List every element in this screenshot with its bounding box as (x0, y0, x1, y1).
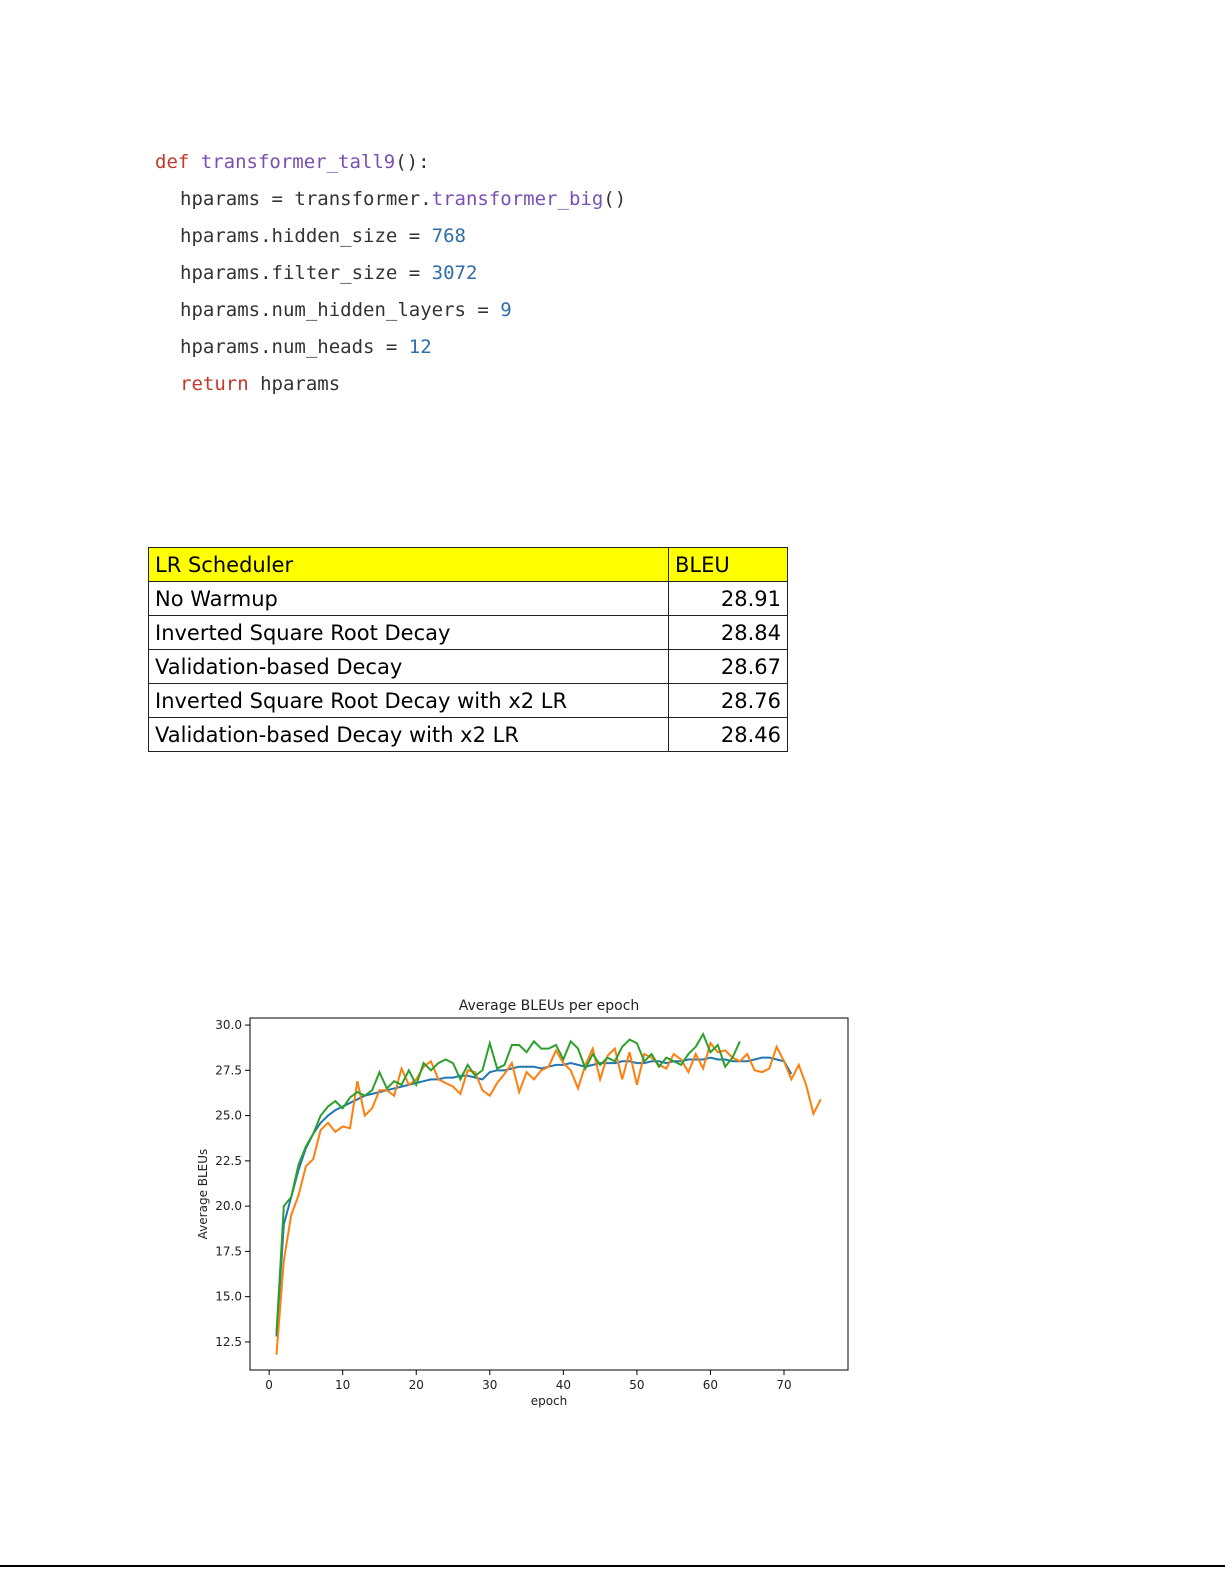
series-line (275, 1031, 741, 1333)
table-cell: No Warmup (148, 581, 669, 616)
code-token: 768 (431, 225, 466, 247)
code-token: () (603, 188, 627, 210)
page-rule (0, 1565, 1225, 1567)
y-tick-label: 25.0 (215, 1109, 242, 1123)
chart-title: Average BLEUs per epoch (459, 998, 640, 1014)
code-token: return (180, 373, 261, 395)
table-row: Validation-based Decay with x2 LR 28.46 (148, 717, 788, 752)
x-tick-label: 40 (556, 1378, 571, 1392)
code-token: 3072 (431, 262, 478, 284)
x-tick-label: 60 (703, 1378, 718, 1392)
y-tick-label: 27.5 (215, 1063, 242, 1077)
table-row: Validation-based Decay 28.67 (148, 649, 788, 684)
x-tick-label: 10 (335, 1378, 350, 1392)
x-tick-label: 50 (629, 1378, 644, 1392)
table-row: Inverted Square Root Decay with x2 LR 28.… (148, 683, 788, 718)
code-line: hparams.num_heads = 12 (155, 331, 626, 368)
code-line: def transformer_tall9(): (155, 146, 626, 183)
code-line: return hparams (155, 368, 626, 405)
y-tick-label: 20.0 (215, 1199, 242, 1213)
code-token: hparams.filter_size = (180, 262, 432, 284)
code-token: transformer_tall9 (200, 151, 396, 173)
y-tick-label: 30.0 (215, 1018, 242, 1032)
code-token: hparams = transformer. (180, 188, 432, 210)
series-line (275, 1041, 822, 1355)
table-cell: 28.76 (668, 683, 788, 718)
code-token: hparams (260, 373, 341, 395)
x-tick-label: 20 (409, 1378, 424, 1392)
y-tick-label: 12.5 (215, 1335, 242, 1349)
y-tick-label: 15.0 (215, 1290, 242, 1304)
table-row: No Warmup 28.91 (148, 581, 788, 616)
code-token: transformer_big (431, 188, 604, 210)
y-axis-label: Average BLEUs (196, 1149, 210, 1240)
header-cell: LR Scheduler (148, 547, 669, 582)
code-token: (): (395, 151, 430, 173)
results-table: LR Scheduler BLEU No Warmup 28.91 Inverted S… (148, 547, 788, 752)
header-cell: BLEU (668, 547, 788, 582)
code-line: hparams.hidden_size = 768 (155, 220, 626, 257)
code-line: hparams = transformer.transformer_big() (155, 183, 626, 220)
table-cell: Validation-based Decay (148, 649, 669, 684)
code-token: hparams.hidden_size = (180, 225, 432, 247)
x-tick-label: 70 (776, 1378, 791, 1392)
table-cell: 28.46 (668, 717, 788, 752)
code-block: def transformer_tall9(): hparams = transf… (155, 146, 626, 405)
table-cell: Validation-based Decay with x2 LR (148, 717, 669, 752)
code-token: def (155, 151, 201, 173)
x-tick-label: 30 (482, 1378, 497, 1392)
y-tick-label: 22.5 (215, 1154, 242, 1168)
code-line: hparams.filter_size = 3072 (155, 257, 626, 294)
code-line: hparams.num_hidden_layers = 9 (155, 294, 626, 331)
table-cell: 28.91 (668, 581, 788, 616)
code-token: hparams.num_hidden_layers = (180, 299, 501, 321)
table-cell: 28.67 (668, 649, 788, 684)
x-axis-label: epoch (531, 1394, 568, 1408)
y-tick-label: 17.5 (215, 1244, 242, 1258)
code-token: 9 (500, 299, 512, 321)
code-token: hparams.num_heads = (180, 336, 409, 358)
plot-frame (249, 1017, 849, 1371)
code-token: 12 (408, 336, 432, 358)
table-cell: Inverted Square Root Decay with x2 LR (148, 683, 669, 718)
header-row: LR Scheduler BLEU (148, 547, 788, 582)
x-tick-label: 0 (265, 1378, 273, 1392)
